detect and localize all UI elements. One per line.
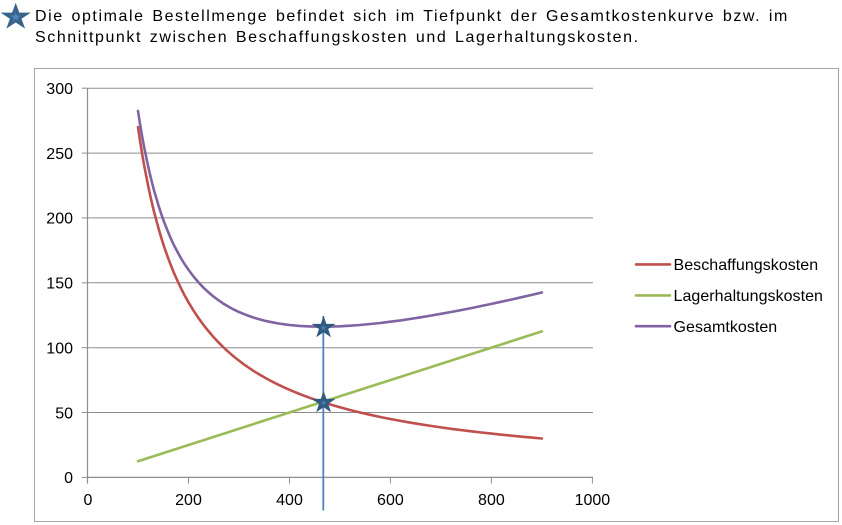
svg-text:400: 400	[276, 492, 303, 509]
svg-text:0: 0	[84, 492, 93, 509]
svg-text:Lagerhaltungskosten: Lagerhaltungskosten	[674, 288, 824, 305]
svg-text:100: 100	[46, 341, 73, 358]
svg-text:50: 50	[55, 405, 73, 422]
svg-text:200: 200	[175, 492, 202, 509]
svg-text:Beschaffungskosten: Beschaffungskosten	[674, 257, 819, 274]
svg-text:1000: 1000	[575, 492, 611, 509]
svg-text:300: 300	[46, 81, 73, 98]
svg-text:600: 600	[377, 492, 404, 509]
svg-text:0: 0	[64, 470, 73, 487]
svg-text:150: 150	[46, 276, 73, 293]
svg-text:800: 800	[478, 492, 505, 509]
svg-text:200: 200	[46, 211, 73, 228]
svg-text:250: 250	[46, 146, 73, 163]
svg-text:Gesamtkosten: Gesamtkosten	[674, 319, 778, 336]
